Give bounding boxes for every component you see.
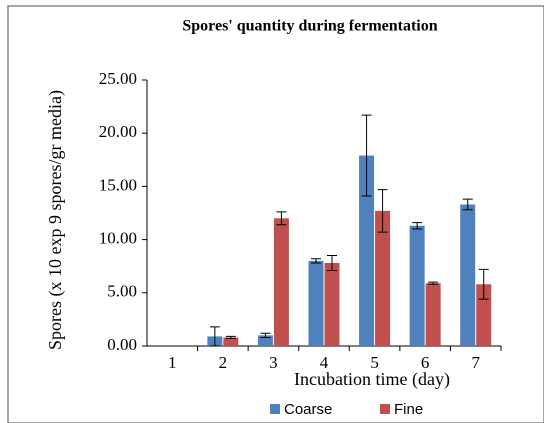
x-tick-label: 2 <box>219 353 228 372</box>
bar <box>308 260 324 346</box>
error-bar <box>311 258 321 264</box>
error-bar <box>377 189 388 233</box>
error-bar <box>327 255 337 271</box>
bar <box>273 218 289 346</box>
error-bar <box>412 222 423 230</box>
chart-frame <box>7 5 544 423</box>
y-tick-label: 5.00 <box>107 282 137 301</box>
y-tick-label: 10.00 <box>99 229 137 248</box>
y-tick-label: 25.00 <box>99 69 137 88</box>
error-bar <box>276 211 287 226</box>
y-axis-label-box: Spores (x 10 exp 9 spores/gr media) <box>45 90 65 350</box>
y-tick-label: 20.00 <box>99 122 137 141</box>
bar <box>359 155 375 346</box>
bar <box>257 335 273 346</box>
y-axis-label: Spores (x 10 exp 9 spores/gr media) <box>45 90 65 350</box>
x-axis-label: Incubation time (day) <box>294 369 450 390</box>
y-tick-label: 0.00 <box>107 335 137 354</box>
bar <box>409 225 425 346</box>
bar <box>223 337 239 346</box>
legend-label: Fine <box>394 401 423 418</box>
error-bar <box>462 198 473 211</box>
error-bar <box>225 335 236 340</box>
error-bar <box>478 268 489 300</box>
legend-swatch <box>380 404 390 414</box>
bar <box>375 210 391 346</box>
y-tick-label: 15.00 <box>99 175 137 194</box>
x-tick-label: 6 <box>421 353 430 372</box>
legend-swatch <box>270 404 280 414</box>
x-tick-label: 4 <box>320 353 329 372</box>
bar <box>324 263 340 346</box>
bar <box>425 283 441 346</box>
error-bar <box>209 326 220 347</box>
legend-label: Coarse <box>284 401 332 418</box>
x-tick-label: 7 <box>471 353 480 372</box>
error-bar <box>260 332 271 338</box>
error-bar <box>428 281 439 285</box>
error-bar <box>361 114 372 197</box>
x-tick-label: 5 <box>370 353 379 372</box>
x-tick-label: 1 <box>168 353 177 372</box>
bar <box>460 204 476 346</box>
bar <box>476 284 492 346</box>
chart-title: Spores' quantity during fermentation <box>182 18 437 35</box>
x-tick-label: 3 <box>269 353 278 372</box>
